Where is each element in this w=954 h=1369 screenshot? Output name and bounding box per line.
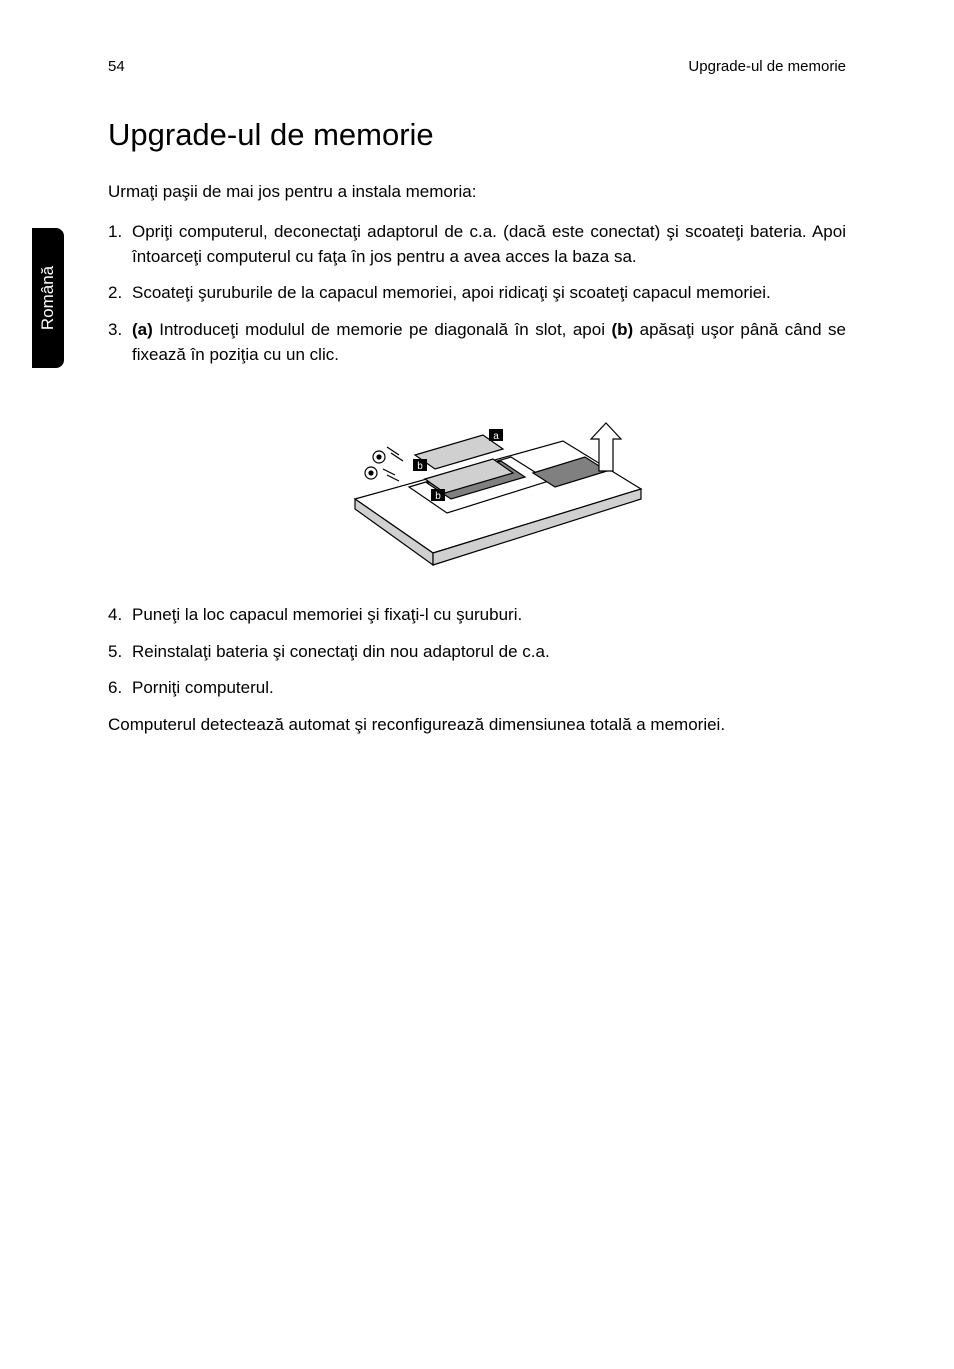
list-number: 1. (108, 220, 132, 269)
page-number: 54 (108, 58, 125, 75)
intro-paragraph: Urmaţi paşii de mai jos pentru a instala… (108, 181, 846, 204)
header-title: Upgrade-ul de memorie (688, 58, 846, 75)
list-text: Opriţi computerul, deconectaţi adaptorul… (132, 220, 846, 269)
diagram-container: a b b (108, 383, 846, 579)
list-item: 3. (a) Introduceţi modulul de memorie pe… (108, 318, 846, 367)
diagram-label-a: a (493, 431, 499, 442)
list-item: 1. Opriţi computerul, deconectaţi adapto… (108, 220, 846, 269)
bold-a: (a) (132, 320, 153, 339)
list-item: 4. Puneţi la loc capacul memoriei şi fix… (108, 603, 846, 628)
list-text: (a) Introduceţi modulul de memorie pe di… (132, 318, 846, 367)
diagram-label-b2: b (435, 491, 441, 502)
main-heading: Upgrade-ul de memorie (108, 117, 846, 153)
list-text: Reinstalaţi bateria şi conectaţi din nou… (132, 640, 846, 665)
list-text: Porniţi computerul. (132, 676, 846, 701)
list-number: 4. (108, 603, 132, 628)
text-mid: Introduceţi modulul de memorie pe diagon… (153, 320, 612, 339)
list-item: 5. Reinstalaţi bateria şi conectaţi din … (108, 640, 846, 665)
bold-b: (b) (611, 320, 633, 339)
list-number: 6. (108, 676, 132, 701)
list-item: 2. Scoateţi şuruburile de la capacul mem… (108, 281, 846, 306)
memory-install-diagram: a b b (297, 383, 657, 579)
list-text: Puneţi la loc capacul memoriei şi fixaţi… (132, 603, 846, 628)
steps-list: 1. Opriţi computerul, deconectaţi adapto… (108, 220, 846, 367)
list-text: Scoateţi şuruburile de la capacul memori… (132, 281, 846, 306)
list-number: 3. (108, 318, 132, 367)
list-number: 5. (108, 640, 132, 665)
steps-list-continued: 4. Puneţi la loc capacul memoriei şi fix… (108, 603, 846, 701)
closing-paragraph: Computerul detectează automat şi reconfi… (108, 713, 846, 738)
diagram-label-b: b (417, 461, 423, 472)
list-item: 6. Porniţi computerul. (108, 676, 846, 701)
page-header: 54 Upgrade-ul de memorie (108, 58, 846, 75)
list-number: 2. (108, 281, 132, 306)
page-content: 54 Upgrade-ul de memorie Upgrade-ul de m… (0, 0, 954, 738)
